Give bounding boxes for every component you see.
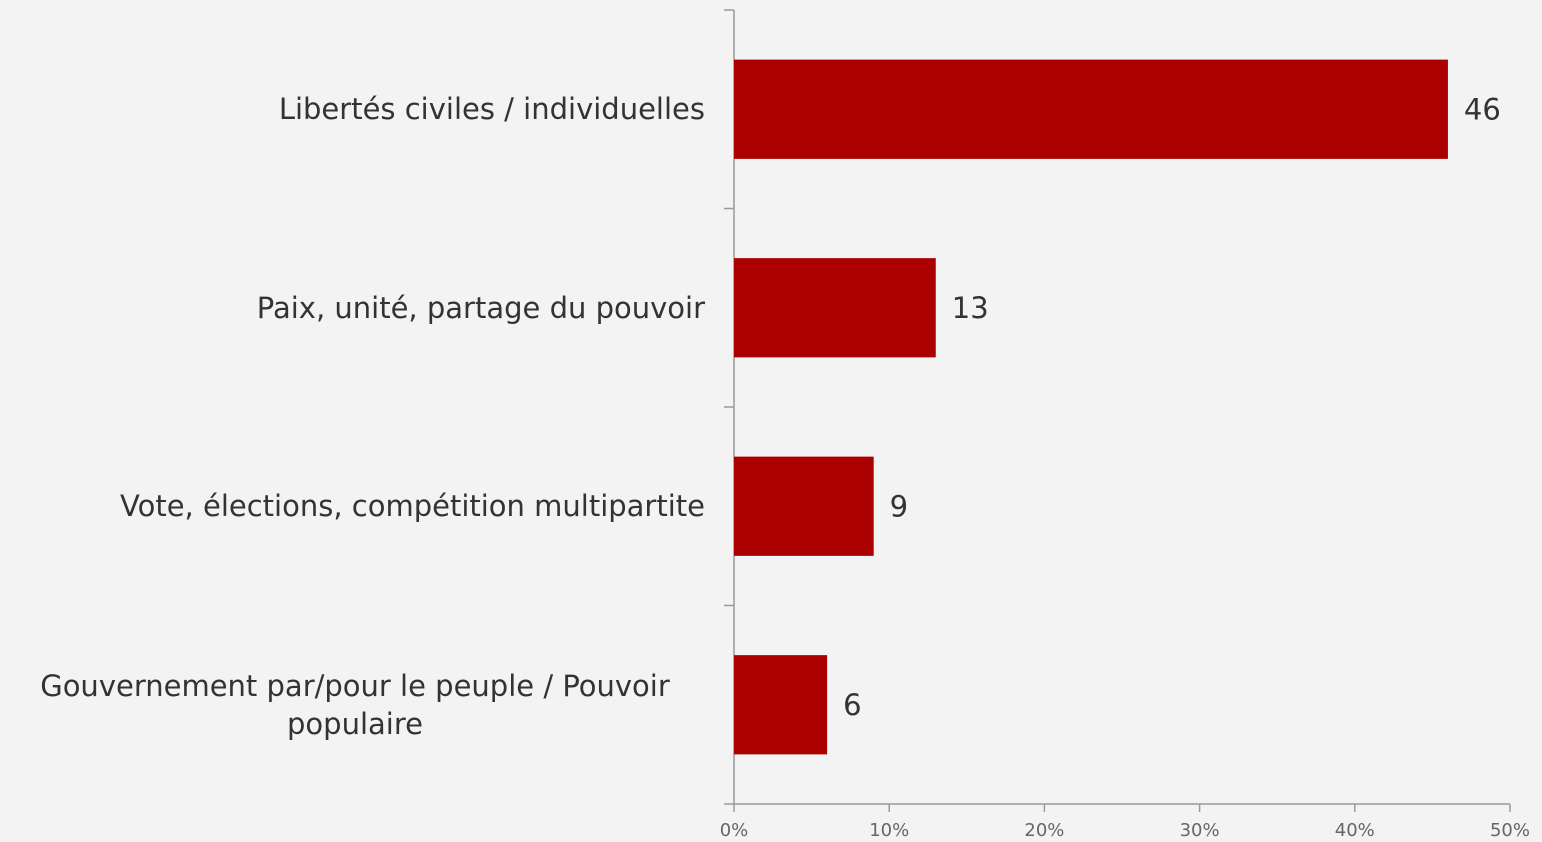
x-tick-label: 20% bbox=[1024, 820, 1064, 841]
value-label: 13 bbox=[952, 291, 989, 325]
x-tick-label: 10% bbox=[869, 820, 909, 841]
category-label: Libertés civiles / individuelles bbox=[278, 92, 705, 127]
x-tick-label: 50% bbox=[1490, 820, 1530, 841]
bar bbox=[734, 655, 828, 755]
bar bbox=[734, 258, 936, 358]
value-label: 6 bbox=[843, 688, 861, 722]
category-label: Vote, élections, compétition multipartit… bbox=[120, 489, 705, 524]
category-label: Paix, unité, partage du pouvoir bbox=[256, 290, 705, 325]
x-tick-label: 40% bbox=[1335, 820, 1375, 841]
value-label: 46 bbox=[1464, 92, 1501, 126]
x-tick-label: 30% bbox=[1180, 820, 1220, 841]
bar bbox=[734, 59, 1448, 159]
x-tick-label: 0% bbox=[720, 820, 749, 841]
value-label: 9 bbox=[890, 489, 908, 523]
category-label: Gouvernement par/pour le peuple / Pouvoi… bbox=[40, 668, 670, 741]
bar bbox=[734, 456, 874, 556]
